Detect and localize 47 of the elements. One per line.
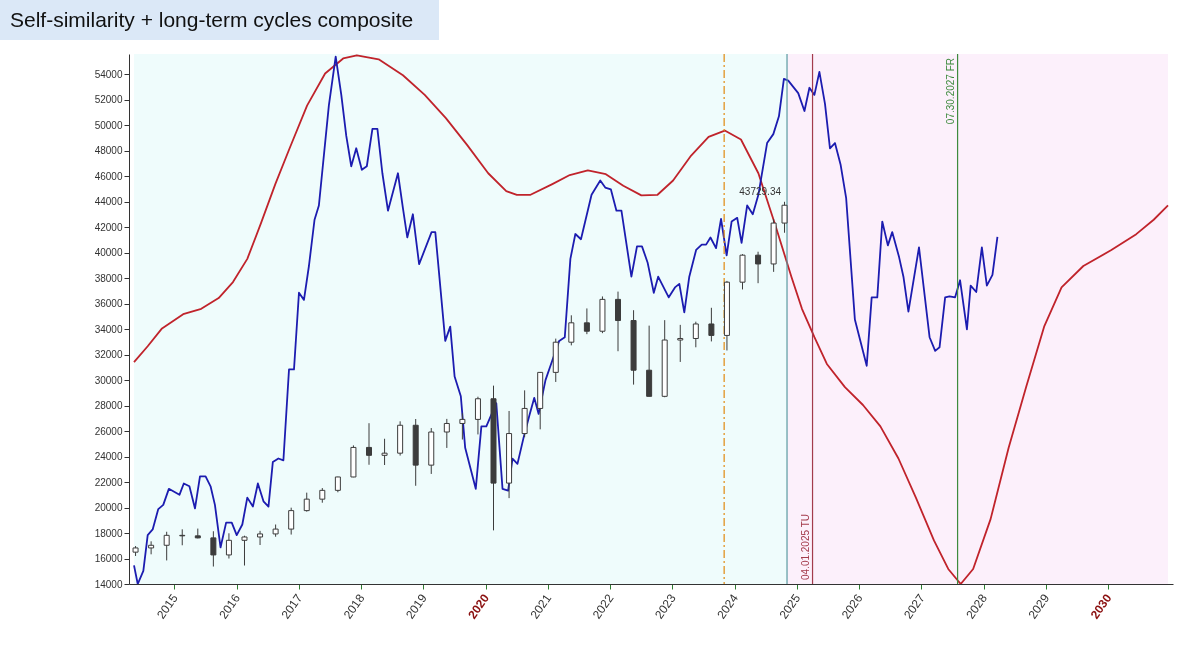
y-tick-label: 36000 bbox=[94, 298, 123, 310]
y-tick-label: 30000 bbox=[94, 374, 123, 386]
candlestick bbox=[366, 422, 372, 466]
y-tick-label: 18000 bbox=[94, 527, 123, 539]
y-tick-label: 44000 bbox=[94, 196, 123, 208]
candlestick bbox=[583, 307, 590, 335]
candlestick bbox=[148, 540, 155, 555]
candlestick bbox=[443, 418, 450, 449]
y-tick-label: 40000 bbox=[94, 247, 123, 259]
y-tick-label: 46000 bbox=[94, 170, 123, 182]
candlestick bbox=[692, 321, 699, 348]
candlestick bbox=[459, 412, 466, 441]
y-tick-label: 26000 bbox=[94, 425, 123, 437]
ref-line-label: 04.01.2025 TU bbox=[799, 514, 811, 580]
candlestick bbox=[241, 535, 248, 567]
candlestick bbox=[381, 438, 388, 466]
candlestick bbox=[615, 291, 622, 352]
y-tick-label: 20000 bbox=[94, 502, 123, 514]
chart-title: Self-similarity + long-term cycles composite bbox=[0, 0, 440, 40]
candlestick bbox=[303, 492, 310, 513]
y-tick-label: 22000 bbox=[94, 476, 123, 488]
candlestick bbox=[474, 396, 481, 435]
candlestick bbox=[257, 530, 264, 546]
candlestick bbox=[210, 530, 217, 568]
candlestick bbox=[568, 314, 575, 346]
y-tick-label: 48000 bbox=[94, 145, 123, 157]
candlestick bbox=[755, 251, 762, 284]
candlestick bbox=[781, 201, 788, 234]
ref-line-label: 07.30.2027 FR bbox=[944, 58, 956, 125]
candlestick bbox=[163, 531, 170, 561]
y-tick-label: 28000 bbox=[94, 400, 123, 412]
y-tick-label: 14000 bbox=[94, 578, 123, 590]
y-tick-label: 38000 bbox=[94, 272, 123, 284]
y-tick-label: 52000 bbox=[94, 94, 123, 106]
y-tick-label: 34000 bbox=[94, 323, 123, 335]
candlestick bbox=[288, 507, 295, 536]
y-tick-label: 24000 bbox=[94, 451, 123, 463]
y-tick-label: 50000 bbox=[94, 119, 123, 131]
candlestick bbox=[708, 307, 715, 342]
candlestick bbox=[225, 532, 232, 560]
y-tick-label: 32000 bbox=[94, 349, 123, 361]
candlestick bbox=[677, 324, 684, 363]
y-tick-label: 42000 bbox=[94, 221, 123, 233]
line-series bbox=[133, 55, 999, 584]
line-series bbox=[133, 54, 1169, 584]
y-tick-label: 16000 bbox=[94, 553, 123, 565]
y-tick-label: 54000 bbox=[94, 68, 123, 80]
